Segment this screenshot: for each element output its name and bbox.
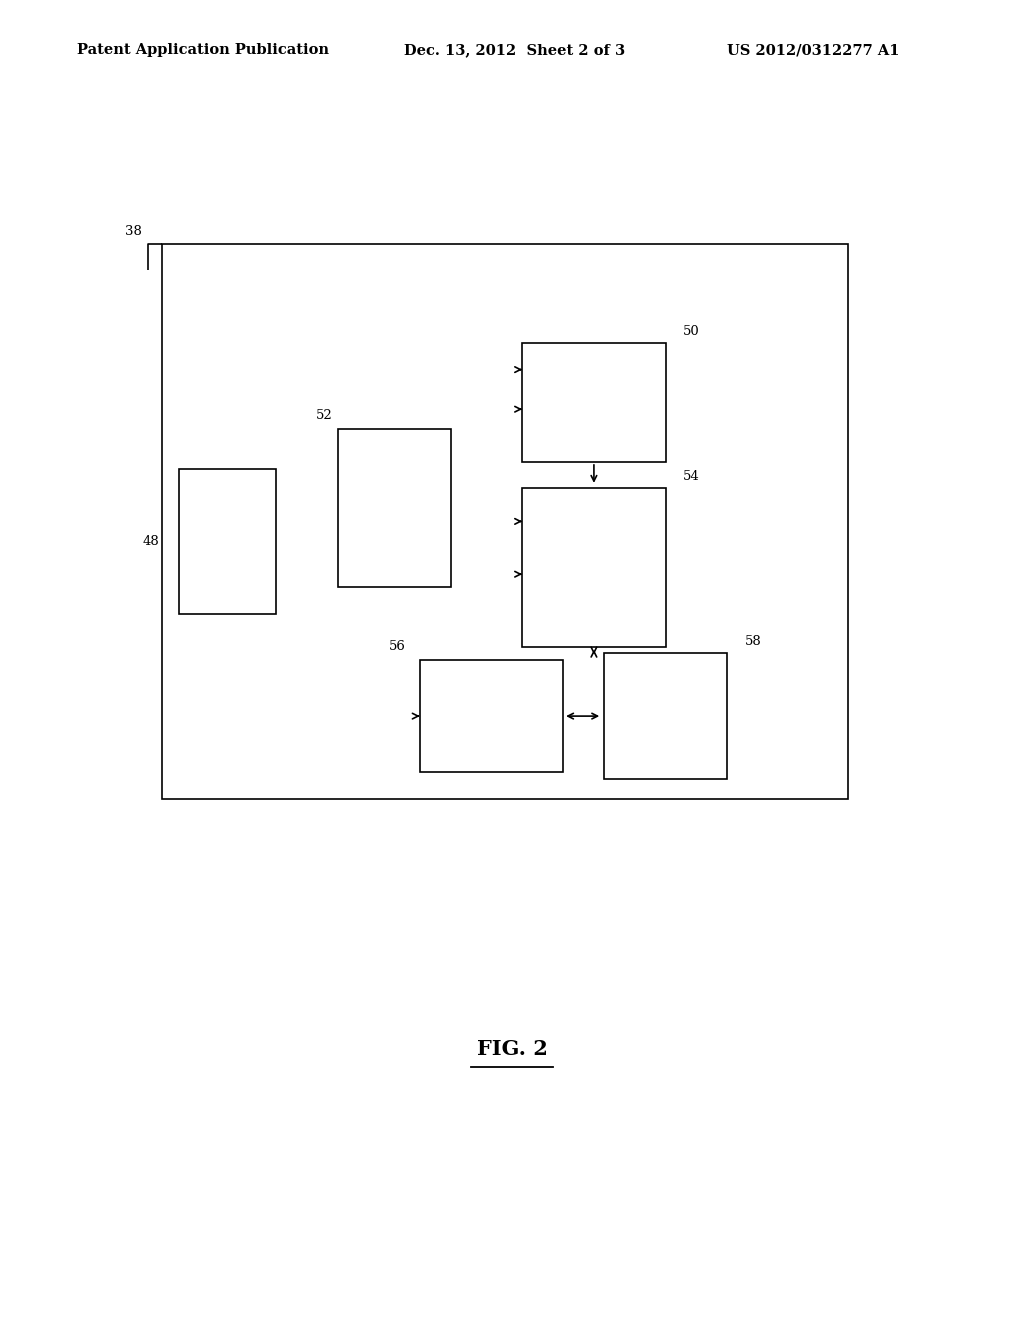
Bar <box>522 343 666 462</box>
Bar <box>522 488 666 647</box>
Text: Dec. 13, 2012  Sheet 2 of 3: Dec. 13, 2012 Sheet 2 of 3 <box>404 44 626 57</box>
Text: 48: 48 <box>143 535 160 548</box>
Bar <box>420 660 563 772</box>
Text: 52: 52 <box>316 409 333 422</box>
Text: 56: 56 <box>389 640 407 653</box>
Text: FIG. 2: FIG. 2 <box>476 1039 548 1060</box>
Text: 58: 58 <box>744 635 761 648</box>
Bar <box>162 244 848 799</box>
Text: 54: 54 <box>683 470 699 483</box>
Text: 50: 50 <box>683 325 699 338</box>
Bar <box>604 653 727 779</box>
Text: Patent Application Publication: Patent Application Publication <box>77 44 329 57</box>
Text: US 2012/0312277 A1: US 2012/0312277 A1 <box>727 44 899 57</box>
Bar <box>338 429 451 587</box>
Bar <box>179 469 276 614</box>
Text: 38: 38 <box>126 224 142 238</box>
